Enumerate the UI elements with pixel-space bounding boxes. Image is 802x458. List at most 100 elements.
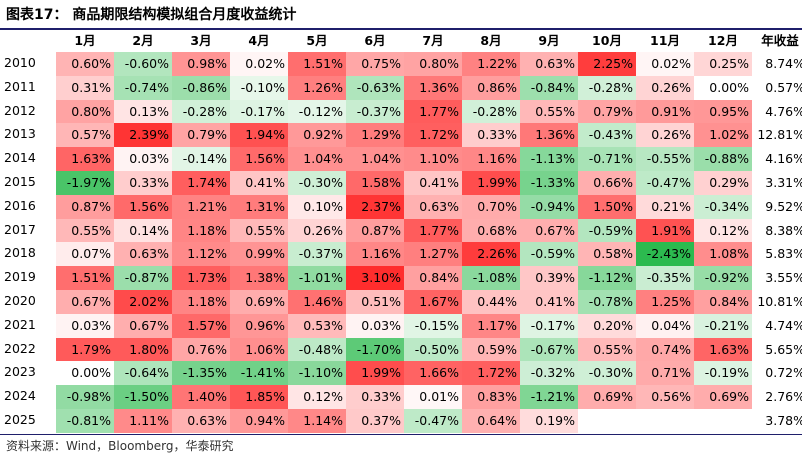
monthly-return-cell: -0.55%	[636, 147, 694, 171]
monthly-return-cell: 1.79%	[56, 337, 114, 362]
monthly-return-cell: 0.03%	[56, 313, 114, 338]
monthly-return-cell	[578, 409, 636, 433]
monthly-return-cell: 0.03%	[114, 147, 172, 171]
bottom-rule	[0, 434, 802, 435]
monthly-return-cell: 0.60%	[56, 52, 114, 76]
monthly-return-cell: 1.36%	[520, 123, 578, 148]
monthly-return-cell: 1.56%	[230, 147, 288, 171]
monthly-return-cell: -1.70%	[346, 337, 404, 362]
monthly-return-cell: -1.35%	[172, 361, 230, 386]
monthly-return-cell: 0.63%	[520, 52, 578, 76]
monthly-return-cell: -0.71%	[578, 147, 636, 171]
monthly-return-cell: -1.97%	[56, 171, 114, 195]
monthly-return-cell: -0.74%	[114, 75, 172, 100]
monthly-return-cell: -0.30%	[288, 171, 346, 195]
monthly-return-cell: 0.68%	[462, 218, 520, 243]
monthly-return-cell: 0.55%	[578, 337, 636, 362]
monthly-return-cell: 0.19%	[520, 409, 578, 433]
monthly-return-cell: 0.91%	[636, 99, 694, 124]
row-year-label: 2019	[4, 269, 36, 285]
column-header: 1月	[74, 33, 96, 48]
row-year-label: 2023	[4, 364, 36, 380]
monthly-return-cell: 1.77%	[404, 99, 462, 124]
monthly-return-cell: 1.50%	[578, 194, 636, 219]
monthly-return-cell: 0.33%	[462, 123, 520, 148]
monthly-return-cell: 0.12%	[288, 385, 346, 409]
column-header: 6月	[364, 33, 386, 48]
annual-return-cell: 8.38%	[765, 222, 802, 238]
monthly-return-cell: 1.18%	[172, 218, 230, 243]
monthly-return-cell: 0.70%	[462, 194, 520, 219]
monthly-return-cell: 0.41%	[230, 171, 288, 195]
monthly-return-cell: 0.26%	[288, 218, 346, 243]
monthly-return-cell: 0.98%	[172, 52, 230, 76]
annual-return-cell: 2.76%	[765, 389, 802, 405]
monthly-return-cell: -0.32%	[520, 361, 578, 386]
monthly-return-cell: 0.99%	[230, 242, 288, 267]
monthly-return-cell: 0.41%	[404, 171, 462, 195]
monthly-return-cell: -1.13%	[520, 147, 578, 171]
annual-return-cell: 0.72%	[765, 365, 802, 381]
monthly-return-cell: 0.02%	[636, 52, 694, 76]
monthly-return-cell: 1.16%	[346, 242, 404, 267]
monthly-return-cell: 1.77%	[404, 218, 462, 243]
monthly-return-cell: 1.27%	[404, 242, 462, 267]
column-header: 3月	[190, 33, 212, 48]
monthly-return-cell: 1.46%	[288, 290, 346, 314]
column-header: 2月	[132, 33, 154, 48]
monthly-return-cell: -1.41%	[230, 361, 288, 386]
figure-title: 图表17： 商品期限结构模拟组合月度收益统计	[6, 7, 297, 23]
monthly-return-cell	[694, 409, 752, 433]
monthly-return-cell: 3.10%	[346, 266, 404, 290]
row-year-label: 2024	[4, 388, 36, 404]
monthly-return-cell: 1.02%	[694, 123, 752, 148]
monthly-return-cell: 1.58%	[346, 171, 404, 195]
monthly-return-cell: 0.41%	[520, 290, 578, 314]
monthly-return-cell: 1.08%	[694, 242, 752, 267]
monthly-return-cell: 0.56%	[636, 385, 694, 409]
column-header: 年收益	[761, 33, 799, 48]
monthly-return-heatmap-table: 1月 2月 3月 4月 5月 6月 7月 8月 9月 10月 11月 12月 年收益 2010 0.60% -…	[0, 30, 802, 433]
annual-return-cell: 9.52%	[765, 198, 802, 214]
monthly-return-cell: 1.51%	[56, 266, 114, 290]
monthly-return-cell: 0.55%	[520, 99, 578, 124]
monthly-return-cell: 0.75%	[346, 52, 404, 76]
monthly-return-cell: -0.17%	[520, 313, 578, 338]
monthly-return-cell: 1.73%	[172, 266, 230, 290]
monthly-return-cell: -0.12%	[288, 99, 346, 124]
monthly-return-cell: 1.74%	[172, 171, 230, 195]
monthly-return-cell: -0.64%	[114, 361, 172, 386]
column-header: 4月	[248, 33, 270, 48]
column-header: 5月	[306, 33, 328, 48]
monthly-return-cell: 0.84%	[694, 290, 752, 314]
monthly-return-cell: -1.12%	[578, 266, 636, 290]
monthly-return-cell: 0.67%	[114, 313, 172, 338]
annual-return-cell: 3.78%	[765, 413, 802, 428]
monthly-return-cell: 0.53%	[288, 313, 346, 338]
monthly-return-cell: 0.03%	[346, 313, 404, 338]
monthly-return-cell: 0.92%	[288, 123, 346, 148]
monthly-return-cell: 0.10%	[288, 194, 346, 219]
monthly-return-cell: 1.99%	[462, 171, 520, 195]
annual-return-cell: 10.81%	[757, 294, 802, 309]
annual-return-cell: 4.74%	[765, 317, 802, 333]
monthly-return-cell: 1.14%	[288, 409, 346, 433]
monthly-return-cell: 1.04%	[346, 147, 404, 171]
monthly-return-cell: 0.31%	[56, 75, 114, 100]
row-year-label: 2017	[4, 221, 36, 237]
top-rule	[0, 28, 802, 30]
row-year-label: 2022	[4, 340, 36, 356]
monthly-return-cell: 0.59%	[462, 337, 520, 362]
monthly-return-cell: 1.72%	[462, 361, 520, 386]
monthly-return-cell: -0.63%	[346, 75, 404, 100]
row-year-label: 2011	[4, 78, 36, 94]
monthly-return-cell: 0.04%	[636, 313, 694, 338]
monthly-return-cell: -1.08%	[462, 266, 520, 290]
monthly-return-cell: -2.43%	[636, 242, 694, 267]
monthly-return-cell: 1.10%	[404, 147, 462, 171]
column-header: 8月	[480, 33, 502, 48]
monthly-return-cell: 1.94%	[230, 123, 288, 148]
monthly-return-cell: -0.86%	[172, 75, 230, 100]
monthly-return-cell: 1.21%	[172, 194, 230, 219]
monthly-return-cell: 1.56%	[114, 194, 172, 219]
